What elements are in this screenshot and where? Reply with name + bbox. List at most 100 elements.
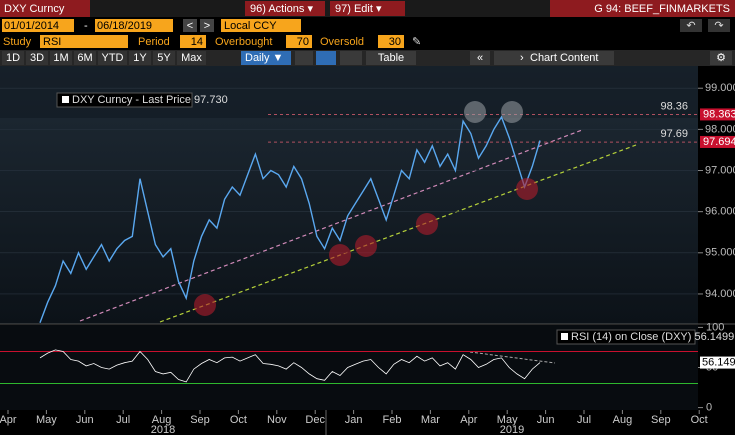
range-button[interactable] xyxy=(153,51,175,65)
overbought[interactable]: 70 xyxy=(297,36,309,48)
back-button[interactable] xyxy=(183,19,197,32)
y-tick-label: 97.000 xyxy=(705,164,735,176)
end-date[interactable]: 06/18/2019 xyxy=(97,20,152,32)
table-button[interactable] xyxy=(366,51,416,65)
frequency[interactable]: Daily ▼ xyxy=(245,52,283,64)
period[interactable]: 14 xyxy=(191,36,203,48)
edit[interactable]: 97) Edit ▾ xyxy=(335,3,382,15)
study-name[interactable]: RSI xyxy=(43,36,61,48)
low-marker xyxy=(516,178,538,200)
price-tag xyxy=(700,108,735,121)
security: DXY Curncy xyxy=(4,3,65,15)
x-tick-label: Jun xyxy=(76,414,94,426)
table[interactable]: Table xyxy=(378,52,404,64)
x-tick-label: Nov xyxy=(267,414,287,426)
page-id: G 94: BEEF_FINMARKETS xyxy=(594,3,730,15)
range-button[interactable] xyxy=(50,51,72,65)
y-tick-label: 98.000 xyxy=(705,123,735,135)
year-label: 2019 xyxy=(500,424,524,435)
content[interactable]: Chart Content xyxy=(530,52,598,64)
price-band xyxy=(0,66,698,118)
trendline-upper xyxy=(79,129,583,322)
content-arrow[interactable]: › xyxy=(520,52,524,64)
series-line xyxy=(39,115,541,324)
range-button-label[interactable]: 1Y xyxy=(133,52,147,64)
range-button-label[interactable]: 6M xyxy=(77,52,92,64)
price-tag xyxy=(700,135,735,148)
actions-button[interactable] xyxy=(245,1,325,16)
redo-icon[interactable]: ↷ xyxy=(714,20,723,32)
range-button-label[interactable]: YTD xyxy=(102,52,124,64)
options-button[interactable] xyxy=(340,51,362,65)
oversold-input[interactable] xyxy=(378,35,404,48)
edit-button[interactable] xyxy=(330,1,405,16)
range-button[interactable] xyxy=(177,51,206,65)
x-tick-label: Jun xyxy=(537,414,555,426)
y-tick-label: 99.000 xyxy=(705,82,735,94)
range-button-label[interactable]: 3D xyxy=(30,52,44,64)
x-tick-label: Oct xyxy=(230,414,247,426)
x-tick-label: Dec xyxy=(305,414,325,426)
currency-input[interactable] xyxy=(221,19,301,32)
x-tick-label: Feb xyxy=(383,414,402,426)
top-marker xyxy=(501,101,523,123)
range-button[interactable] xyxy=(26,51,48,65)
range-button-label[interactable]: 1M xyxy=(53,52,68,64)
rsi-legend xyxy=(556,329,696,345)
x-tick-label: Apr xyxy=(0,414,17,426)
content-button[interactable] xyxy=(494,51,614,65)
rsi-trendline xyxy=(469,351,556,364)
security-box xyxy=(0,0,90,17)
chart-type-button[interactable] xyxy=(295,51,313,65)
settings-button[interactable] xyxy=(710,51,732,65)
bar-type-button[interactable] xyxy=(316,51,336,65)
range-button-label[interactable]: Max xyxy=(181,52,202,64)
overbought-label: Overbought xyxy=(215,36,272,48)
actions[interactable]: 96) Actions ▾ xyxy=(250,3,313,15)
price-tag-label: 98.363 xyxy=(703,108,735,120)
y-tick-label: 0 xyxy=(706,402,712,414)
period-input[interactable] xyxy=(180,35,206,48)
range-button[interactable] xyxy=(129,51,151,65)
year-label: 2018 xyxy=(151,424,175,435)
range-button[interactable] xyxy=(2,51,24,65)
forward-icon[interactable]: > xyxy=(204,20,210,32)
currency[interactable]: Local CCY xyxy=(224,20,277,32)
low-marker xyxy=(329,244,351,266)
reference-label: 98.36 xyxy=(660,100,688,112)
overbought-input[interactable] xyxy=(286,35,312,48)
x-tick-label: May xyxy=(497,414,518,426)
frequency-button[interactable] xyxy=(241,51,291,65)
back-icon[interactable]: < xyxy=(187,20,193,32)
price-legend xyxy=(56,92,193,108)
markers xyxy=(194,101,538,316)
pencil-icon[interactable]: ✎ xyxy=(412,36,421,48)
x-tick-label: Jul xyxy=(577,414,591,426)
undo-icon[interactable]: ↶ xyxy=(686,20,695,32)
y-tick-label: 94.000 xyxy=(705,288,735,300)
rsi-tag xyxy=(700,356,735,369)
x-tick-label: May xyxy=(36,414,57,426)
x-tick-label: Sep xyxy=(190,414,210,426)
end-input[interactable] xyxy=(95,19,173,32)
oversold[interactable]: 30 xyxy=(389,36,401,48)
undo-button[interactable] xyxy=(680,19,702,32)
range-button[interactable] xyxy=(74,51,96,65)
range-button[interactable] xyxy=(98,51,127,65)
x-tick-label: Mar xyxy=(421,414,440,426)
x-tick-label: Oct xyxy=(691,414,708,426)
study-input[interactable] xyxy=(40,35,128,48)
range-button-label[interactable]: 5Y xyxy=(157,52,171,64)
collapse-icon[interactable]: « xyxy=(477,52,483,64)
start-input[interactable] xyxy=(2,19,74,32)
x-tick-label: Jan xyxy=(345,414,363,426)
redo-button[interactable] xyxy=(708,19,730,32)
series-line xyxy=(39,349,541,383)
range-button-label[interactable]: 1D xyxy=(6,52,20,64)
x-tick-label: Aug xyxy=(152,414,172,426)
collapse-button[interactable] xyxy=(470,51,490,65)
settings-icon[interactable]: ⚙ xyxy=(716,52,726,64)
forward-button[interactable] xyxy=(200,19,214,32)
start-date[interactable]: 01/01/2014 xyxy=(4,20,59,32)
